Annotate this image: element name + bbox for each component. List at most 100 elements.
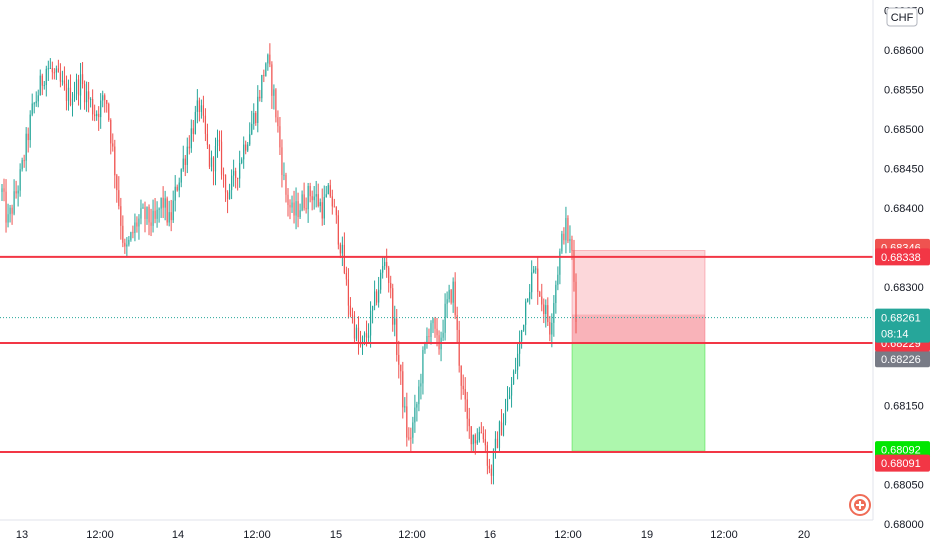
candle-body (543, 304, 545, 314)
price-tick-label: 0.68450 (884, 163, 924, 175)
candle-body (313, 196, 315, 201)
candle-body (478, 432, 480, 441)
candle-body (567, 218, 569, 242)
candle-body (331, 196, 333, 207)
candle-body (116, 175, 118, 191)
candle-body (126, 244, 128, 247)
currency-badge[interactable]: CHF (886, 7, 918, 27)
price-tag: 0.68226 (881, 354, 921, 366)
candle-body (396, 318, 398, 355)
candle-body (253, 112, 255, 124)
candle-body (281, 147, 283, 175)
candle-body (150, 222, 152, 226)
candle-body (231, 175, 233, 191)
line-price-tag-bg (875, 248, 930, 266)
candle-body (569, 238, 571, 242)
candle-body (400, 364, 402, 372)
candle-body (529, 292, 531, 299)
candle-body (212, 157, 215, 172)
candle-body (124, 242, 126, 247)
candle-body (94, 114, 96, 117)
take-profit-zone[interactable] (571, 342, 706, 452)
candle-body (138, 218, 140, 227)
price-tick-label: 0.68600 (884, 45, 924, 57)
candle-body (247, 144, 249, 151)
candle-body (196, 100, 198, 112)
candle-body (51, 68, 53, 73)
candle-body (406, 406, 408, 438)
candle-body (118, 190, 120, 207)
candle-body (261, 75, 263, 99)
candle-body (31, 103, 33, 115)
candle-body (365, 333, 368, 338)
candle-body (241, 159, 243, 163)
candle-body (39, 75, 41, 96)
candle-body (474, 434, 476, 444)
candle-body (33, 103, 35, 105)
time-axis[interactable]: 13 12:00 14 12:00 15 12:00 16 12:00 19 12:00 20 (0, 519, 873, 541)
candle-body (458, 329, 460, 366)
time-tick-label: 19 (641, 529, 653, 541)
candle-body (194, 111, 196, 134)
candle-body (563, 233, 565, 241)
candle-body (329, 185, 331, 197)
candle-body (110, 119, 112, 144)
candle-body (315, 194, 317, 197)
candle-body (551, 322, 553, 335)
time-tick-label: 12:00 (710, 529, 738, 541)
candle-body (462, 385, 464, 390)
candle-body (386, 261, 388, 268)
candle-body (5, 191, 7, 223)
candle-body (490, 468, 493, 476)
candle-body (273, 89, 275, 96)
candle-body (245, 144, 247, 151)
candle-body (359, 342, 362, 346)
candle-body (404, 406, 406, 408)
candle-body (21, 160, 23, 170)
candle-body (390, 282, 392, 289)
candle-body (547, 305, 549, 323)
candle-body (259, 96, 261, 99)
candle-body (92, 99, 94, 115)
candle-body (446, 299, 448, 304)
position-tool[interactable] (571, 250, 706, 452)
candle-body (561, 233, 563, 252)
candle-body (279, 126, 281, 148)
candle-body (450, 290, 452, 303)
candle-body (100, 100, 102, 118)
candle-body (424, 342, 426, 350)
candle-body (341, 244, 343, 254)
candle-body (136, 222, 138, 227)
time-tick-label: 20 (798, 529, 810, 541)
candle-body (349, 305, 352, 315)
candle-body (85, 91, 88, 103)
candle-body (63, 80, 66, 84)
candle-body (444, 303, 446, 333)
candle-body (321, 202, 323, 219)
candle-body (220, 141, 223, 175)
time-tick-label: 12:00 (86, 529, 114, 541)
settings-icon[interactable] (849, 494, 871, 516)
candle-body (486, 445, 488, 466)
candle-body (57, 68, 59, 73)
candle-body (466, 399, 468, 419)
candle-body (337, 215, 339, 245)
candle-body (120, 206, 122, 226)
candle-body (410, 437, 412, 439)
candle-body (339, 244, 341, 254)
candle-body (420, 383, 422, 387)
candle-body (482, 433, 484, 440)
candle-body (13, 191, 15, 214)
horizontal-lines[interactable] (0, 255, 873, 454)
candle-body (214, 145, 217, 172)
candle-body (454, 281, 456, 316)
price-tick-label: 0.68000 (884, 519, 924, 531)
candle-body (571, 238, 573, 251)
candle-body (88, 91, 90, 100)
candle-body (29, 114, 31, 141)
candle-body (303, 194, 305, 209)
candle-body (319, 202, 321, 207)
candle-body (53, 72, 55, 74)
stop-loss-zone[interactable] (571, 250, 706, 344)
